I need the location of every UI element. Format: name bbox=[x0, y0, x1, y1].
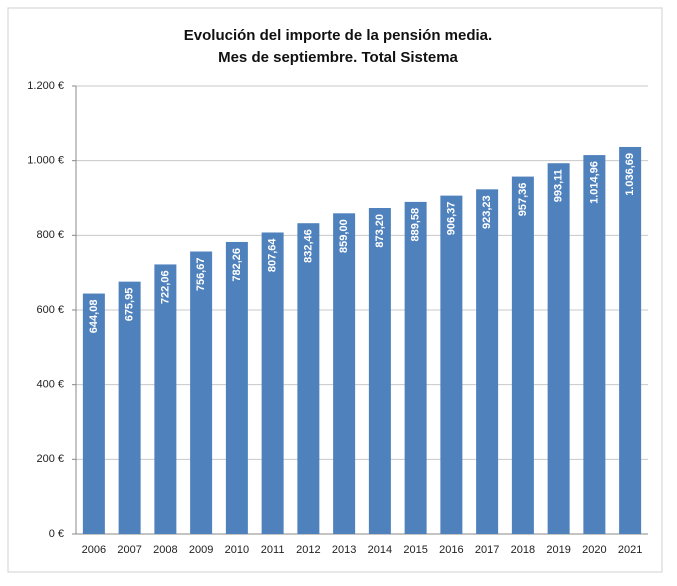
value-label: 807,64 bbox=[267, 238, 279, 273]
x-tick-label: 2018 bbox=[511, 544, 535, 556]
x-tick-label: 2007 bbox=[117, 544, 141, 556]
bar bbox=[440, 195, 463, 534]
value-label: 832,46 bbox=[302, 229, 314, 263]
bar bbox=[619, 146, 642, 535]
bar bbox=[476, 189, 499, 535]
value-label: 1.014,96 bbox=[588, 161, 600, 204]
chart-title: Evolución del importe de la pensión medi… bbox=[184, 27, 492, 44]
bar bbox=[297, 223, 320, 534]
value-label: 906,37 bbox=[445, 202, 457, 236]
value-label: 923,23 bbox=[481, 195, 493, 229]
bar bbox=[82, 293, 105, 534]
bar bbox=[368, 208, 391, 534]
x-tick-label: 2015 bbox=[403, 544, 427, 556]
value-label: 675,95 bbox=[124, 288, 136, 322]
value-label: 756,67 bbox=[195, 258, 207, 292]
y-tick-label: 0 € bbox=[49, 528, 64, 540]
y-tick-label: 600 € bbox=[36, 304, 64, 316]
value-label: 889,58 bbox=[410, 208, 422, 242]
x-tick-label: 2020 bbox=[582, 544, 606, 556]
x-tick-label: 2006 bbox=[82, 544, 106, 556]
y-tick-label: 400 € bbox=[36, 379, 64, 391]
x-tick-label: 2012 bbox=[296, 544, 320, 556]
bar bbox=[154, 264, 177, 534]
bar bbox=[583, 155, 606, 534]
value-label: 859,00 bbox=[338, 219, 350, 253]
x-tick-label: 2017 bbox=[475, 544, 499, 556]
y-tick-label: 1.000 € bbox=[27, 155, 64, 167]
x-tick-label: 2014 bbox=[368, 544, 392, 556]
bar bbox=[333, 213, 356, 534]
value-label: 644,08 bbox=[88, 300, 100, 334]
y-tick-label: 800 € bbox=[36, 229, 64, 241]
bar bbox=[261, 232, 284, 534]
bar bbox=[190, 251, 213, 534]
value-label: 873,20 bbox=[374, 214, 386, 248]
value-label: 993,11 bbox=[553, 169, 565, 202]
value-label: 722,06 bbox=[159, 270, 171, 304]
x-tick-label: 2010 bbox=[225, 544, 249, 556]
bar bbox=[225, 241, 248, 534]
bar bbox=[118, 281, 141, 534]
x-tick-label: 2016 bbox=[439, 544, 463, 556]
bar bbox=[404, 201, 427, 534]
bar bbox=[511, 176, 534, 534]
y-tick-label: 1.200 € bbox=[27, 80, 64, 92]
chart-subtitle: Mes de septiembre. Total Sistema bbox=[218, 49, 458, 66]
x-tick-label: 2021 bbox=[618, 544, 642, 556]
value-label: 782,26 bbox=[231, 248, 243, 282]
x-tick-label: 2009 bbox=[189, 544, 213, 556]
x-tick-label: 2008 bbox=[153, 544, 177, 556]
x-tick-label: 2013 bbox=[332, 544, 356, 556]
value-label: 1.036,69 bbox=[624, 153, 636, 196]
x-tick-label: 2019 bbox=[546, 544, 570, 556]
x-tick-label: 2011 bbox=[261, 544, 285, 556]
value-label: 957,36 bbox=[517, 183, 529, 217]
bar bbox=[547, 163, 570, 534]
y-tick-label: 200 € bbox=[36, 453, 64, 465]
